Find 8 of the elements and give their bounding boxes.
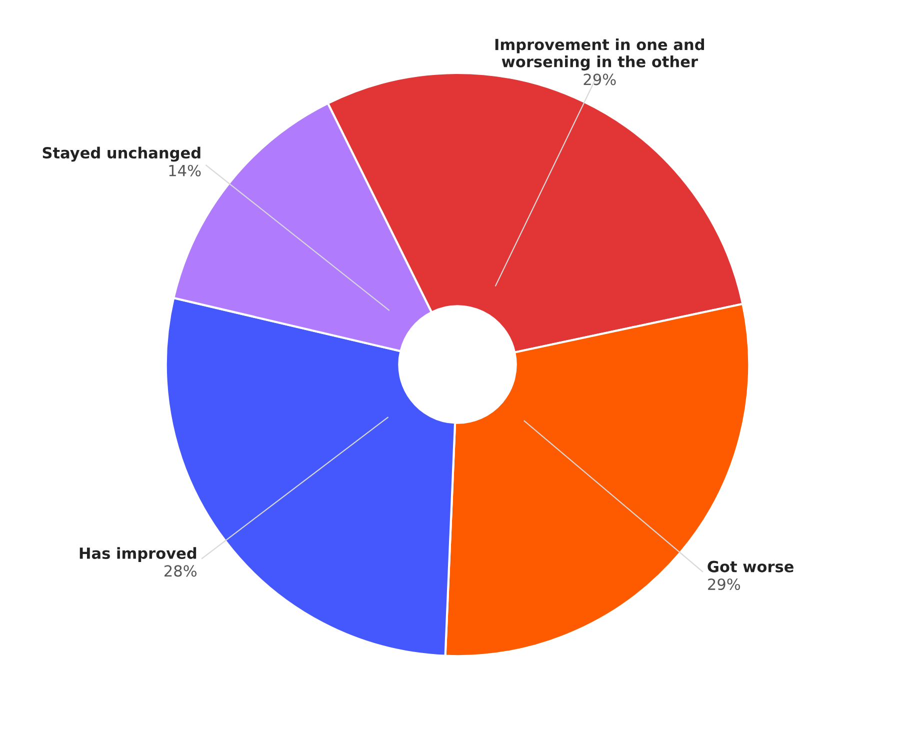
slice-label: Stayed unchanged [42, 146, 200, 162]
slice-label: Has improved [80, 547, 196, 562]
data-label: 29% [584, 74, 616, 86]
slice-label: Got worse [708, 560, 794, 572]
data-label: 14% [169, 164, 201, 176]
data-label: 28% [164, 565, 197, 577]
slice-label: Improvement in one and worsening in the other [495, 38, 704, 70]
data-label: 29% [708, 578, 740, 590]
